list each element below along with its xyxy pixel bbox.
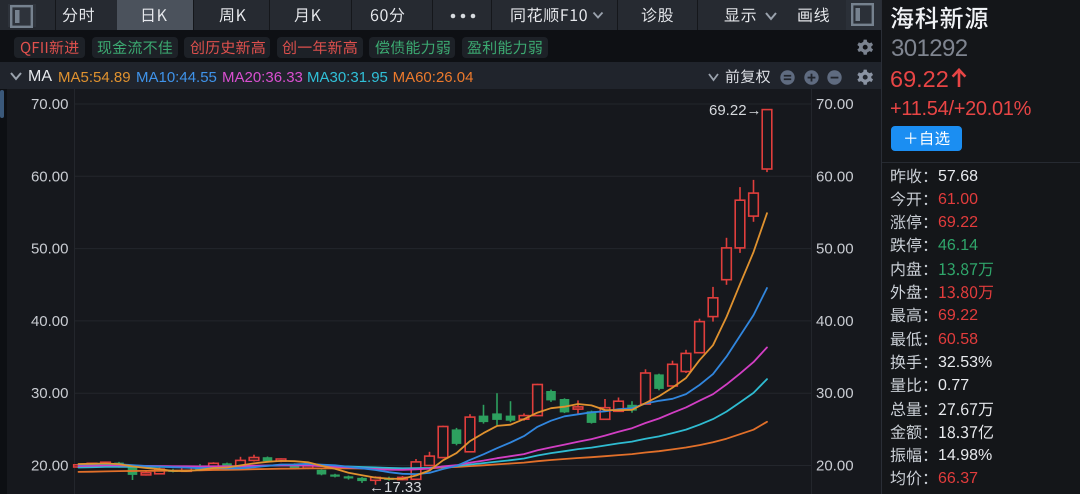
svg-text:70.00: 70.00 xyxy=(816,96,854,113)
svg-text:30.00: 30.00 xyxy=(816,385,854,402)
svg-text:50.00: 50.00 xyxy=(31,241,69,258)
svg-text:60.00: 60.00 xyxy=(31,168,69,185)
svg-text:40.00: 40.00 xyxy=(31,313,69,330)
svg-text:30.00: 30.00 xyxy=(31,385,69,402)
svg-text:←17.33: ←17.33 xyxy=(369,479,422,494)
svg-text:69.22→: 69.22→ xyxy=(709,102,762,119)
svg-text:20.00: 20.00 xyxy=(816,458,854,475)
svg-text:70.00: 70.00 xyxy=(31,96,69,113)
svg-text:50.00: 50.00 xyxy=(816,241,854,258)
svg-text:20.00: 20.00 xyxy=(31,458,69,475)
svg-text:40.00: 40.00 xyxy=(816,313,854,330)
svg-text:60.00: 60.00 xyxy=(816,168,854,185)
